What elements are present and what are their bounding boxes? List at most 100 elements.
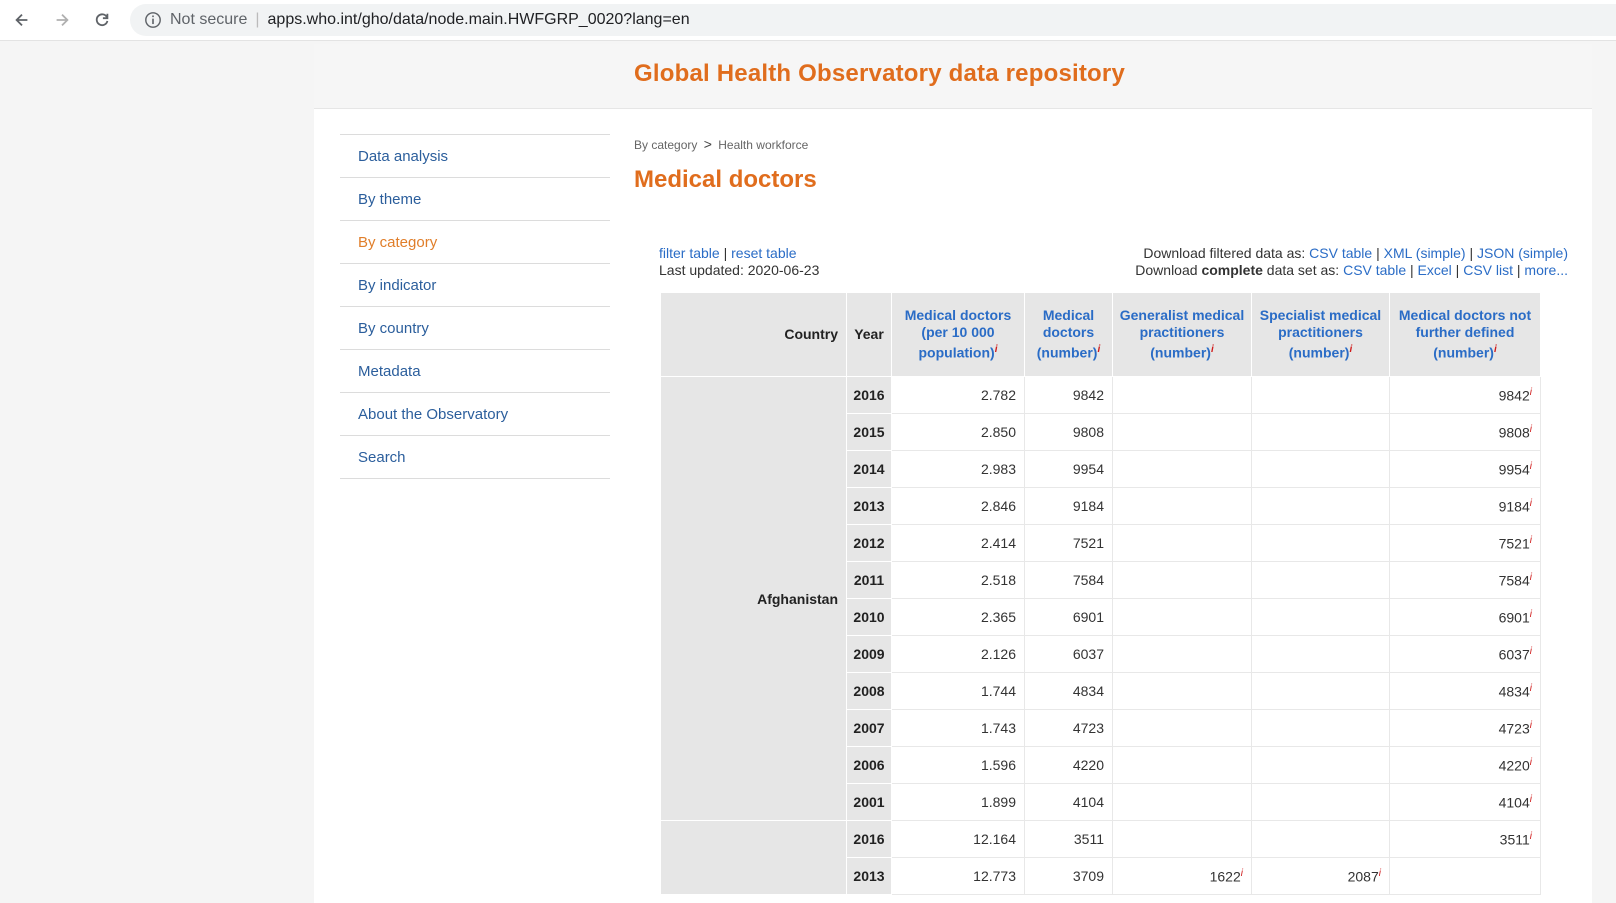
year-cell: 2001	[846, 783, 892, 821]
download-complete-label: Download	[1135, 262, 1198, 278]
breadcrumb-by-category[interactable]: By category	[634, 138, 698, 152]
cell-value: 1.899	[980, 794, 1016, 810]
year-cell: 2011	[846, 561, 892, 599]
info-icon[interactable]: i	[1529, 534, 1532, 546]
table-row: 2016 12.164 3511 3511i	[660, 820, 1541, 895]
sidebar-item-by-indicator[interactable]: By indicator	[340, 263, 610, 306]
sidebar-item-by-category[interactable]: By category	[340, 220, 610, 263]
cell-value: 4723	[1072, 720, 1104, 736]
info-icon[interactable]: i	[1529, 793, 1532, 805]
value-cell-specialist	[1251, 450, 1390, 488]
info-icon[interactable]: i	[1529, 423, 1532, 435]
site-title[interactable]: Global Health Observatory data repositor…	[634, 60, 1126, 87]
complete-excel-link[interactable]: Excel	[1417, 262, 1452, 278]
reload-icon[interactable]	[88, 6, 116, 34]
header-year[interactable]: Year	[846, 292, 892, 377]
info-icon[interactable]: i	[994, 344, 998, 356]
complete-csv-list-link[interactable]: CSV list	[1463, 262, 1513, 278]
filtered-xml-link[interactable]: XML (simple)	[1383, 245, 1466, 261]
info-icon[interactable]: i	[1529, 719, 1532, 731]
value-cell-number: 9184	[1024, 487, 1113, 525]
header-number[interactable]: Medical doctors (number)i	[1024, 292, 1113, 377]
download-complete-suffix: data set as:	[1266, 262, 1340, 278]
url-text[interactable]: apps.who.int/gho/data/node.main.HWFGRP_0…	[267, 11, 690, 28]
header-country[interactable]: Country	[660, 292, 847, 377]
header-per-10000[interactable]: Medical doctors (per 10 000 population)i	[891, 292, 1025, 377]
cell-value: 2.414	[980, 535, 1016, 551]
info-icon[interactable]: i	[1529, 756, 1532, 768]
info-icon[interactable]	[144, 11, 162, 29]
info-icon[interactable]: i	[1349, 344, 1353, 356]
sidebar-item-by-theme[interactable]: By theme	[340, 177, 610, 220]
value-cell-generalist	[1112, 746, 1252, 784]
info-icon[interactable]: i	[1493, 344, 1497, 356]
cell-value: 9842	[1072, 387, 1104, 403]
country-cell[interactable]	[660, 820, 847, 895]
info-icon[interactable]: i	[1529, 645, 1532, 657]
info-icon[interactable]: i	[1529, 497, 1532, 509]
table-row: 2010 2.365 6901 6901i	[661, 598, 1541, 636]
info-icon[interactable]: i	[1529, 460, 1532, 472]
value-cell-specialist	[1251, 635, 1390, 673]
value-cell-per10000: 12.773	[891, 857, 1025, 895]
complete-csv-table-link[interactable]: CSV table	[1343, 262, 1407, 278]
value-cell-specialist	[1251, 413, 1390, 451]
header-not-defined[interactable]: Medical doctors not further defined (num…	[1389, 292, 1541, 377]
value-cell-not-defined: 6901i	[1389, 598, 1541, 636]
cell-value: 9808	[1072, 424, 1104, 440]
value-cell-not-defined: 4220i	[1389, 746, 1541, 784]
country-cell[interactable]: Afghanistan	[660, 376, 847, 821]
sidebar-item-by-country[interactable]: By country	[340, 306, 610, 349]
info-icon[interactable]: i	[1529, 830, 1532, 842]
table-row: 2011 2.518 7584 7584i	[661, 561, 1541, 599]
reset-table-link[interactable]: reset table	[731, 245, 797, 261]
filter-table-link[interactable]: filter table	[659, 245, 720, 261]
cell-value: 2.126	[980, 646, 1016, 662]
value-cell-not-defined: 4104i	[1389, 783, 1541, 821]
pipe-separator: |	[1376, 245, 1380, 261]
sidebar-item-data-analysis[interactable]: Data analysis	[340, 134, 610, 177]
filtered-csv-table-link[interactable]: CSV table	[1309, 245, 1373, 261]
page-title: Medical doctors	[634, 166, 817, 193]
more-downloads-link[interactable]: more...	[1524, 262, 1568, 278]
info-icon[interactable]: i	[1097, 344, 1101, 356]
info-icon[interactable]: i	[1240, 867, 1243, 879]
sidebar-item-search[interactable]: Search	[340, 435, 610, 479]
value-cell-generalist	[1112, 635, 1252, 673]
last-updated: Last updated: 2020-06-23	[659, 262, 820, 278]
value-cell-not-defined: 4723i	[1389, 709, 1541, 747]
value-cell-specialist	[1251, 709, 1390, 747]
back-icon[interactable]	[8, 6, 36, 34]
download-links: Download filtered data as: CSV table | X…	[1135, 245, 1568, 279]
value-cell-not-defined: 6037i	[1389, 635, 1541, 673]
value-cell-per10000: 1.744	[891, 672, 1025, 710]
info-icon[interactable]: i	[1378, 867, 1381, 879]
cell-value: 4220	[1498, 757, 1530, 774]
address-bar[interactable]: Not secure | apps.who.int/gho/data/node.…	[130, 4, 1616, 36]
info-icon[interactable]: i	[1529, 608, 1532, 620]
year-cell: 2013	[846, 857, 892, 895]
cell-value: 7584	[1072, 572, 1104, 588]
value-cell-specialist	[1251, 487, 1390, 525]
cell-value: 9842	[1498, 387, 1530, 404]
value-cell-generalist	[1112, 672, 1252, 710]
table-row: 2008 1.744 4834 4834i	[661, 672, 1541, 710]
cell-value: 7584	[1498, 572, 1530, 589]
sidebar-item-about[interactable]: About the Observatory	[340, 392, 610, 435]
info-icon[interactable]: i	[1529, 682, 1532, 694]
header-specialist[interactable]: Specialist medical practitioners (number…	[1251, 292, 1390, 377]
header-generalist[interactable]: Generalist medical practitioners (number…	[1112, 292, 1252, 377]
year-cell: 2016	[846, 376, 892, 414]
forward-icon[interactable]	[48, 6, 76, 34]
cell-value: 12.773	[973, 868, 1016, 884]
cell-value: 1.743	[980, 720, 1016, 736]
filtered-json-link[interactable]: JSON (simple)	[1476, 245, 1568, 261]
info-icon[interactable]: i	[1529, 571, 1532, 583]
sidebar-item-metadata[interactable]: Metadata	[340, 349, 610, 392]
security-label[interactable]: Not secure	[170, 11, 248, 28]
value-cell-generalist	[1112, 450, 1252, 488]
value-cell-specialist	[1251, 783, 1390, 821]
breadcrumb-health-workforce[interactable]: Health workforce	[718, 138, 809, 152]
info-icon[interactable]: i	[1210, 344, 1214, 356]
info-icon[interactable]: i	[1529, 386, 1532, 398]
